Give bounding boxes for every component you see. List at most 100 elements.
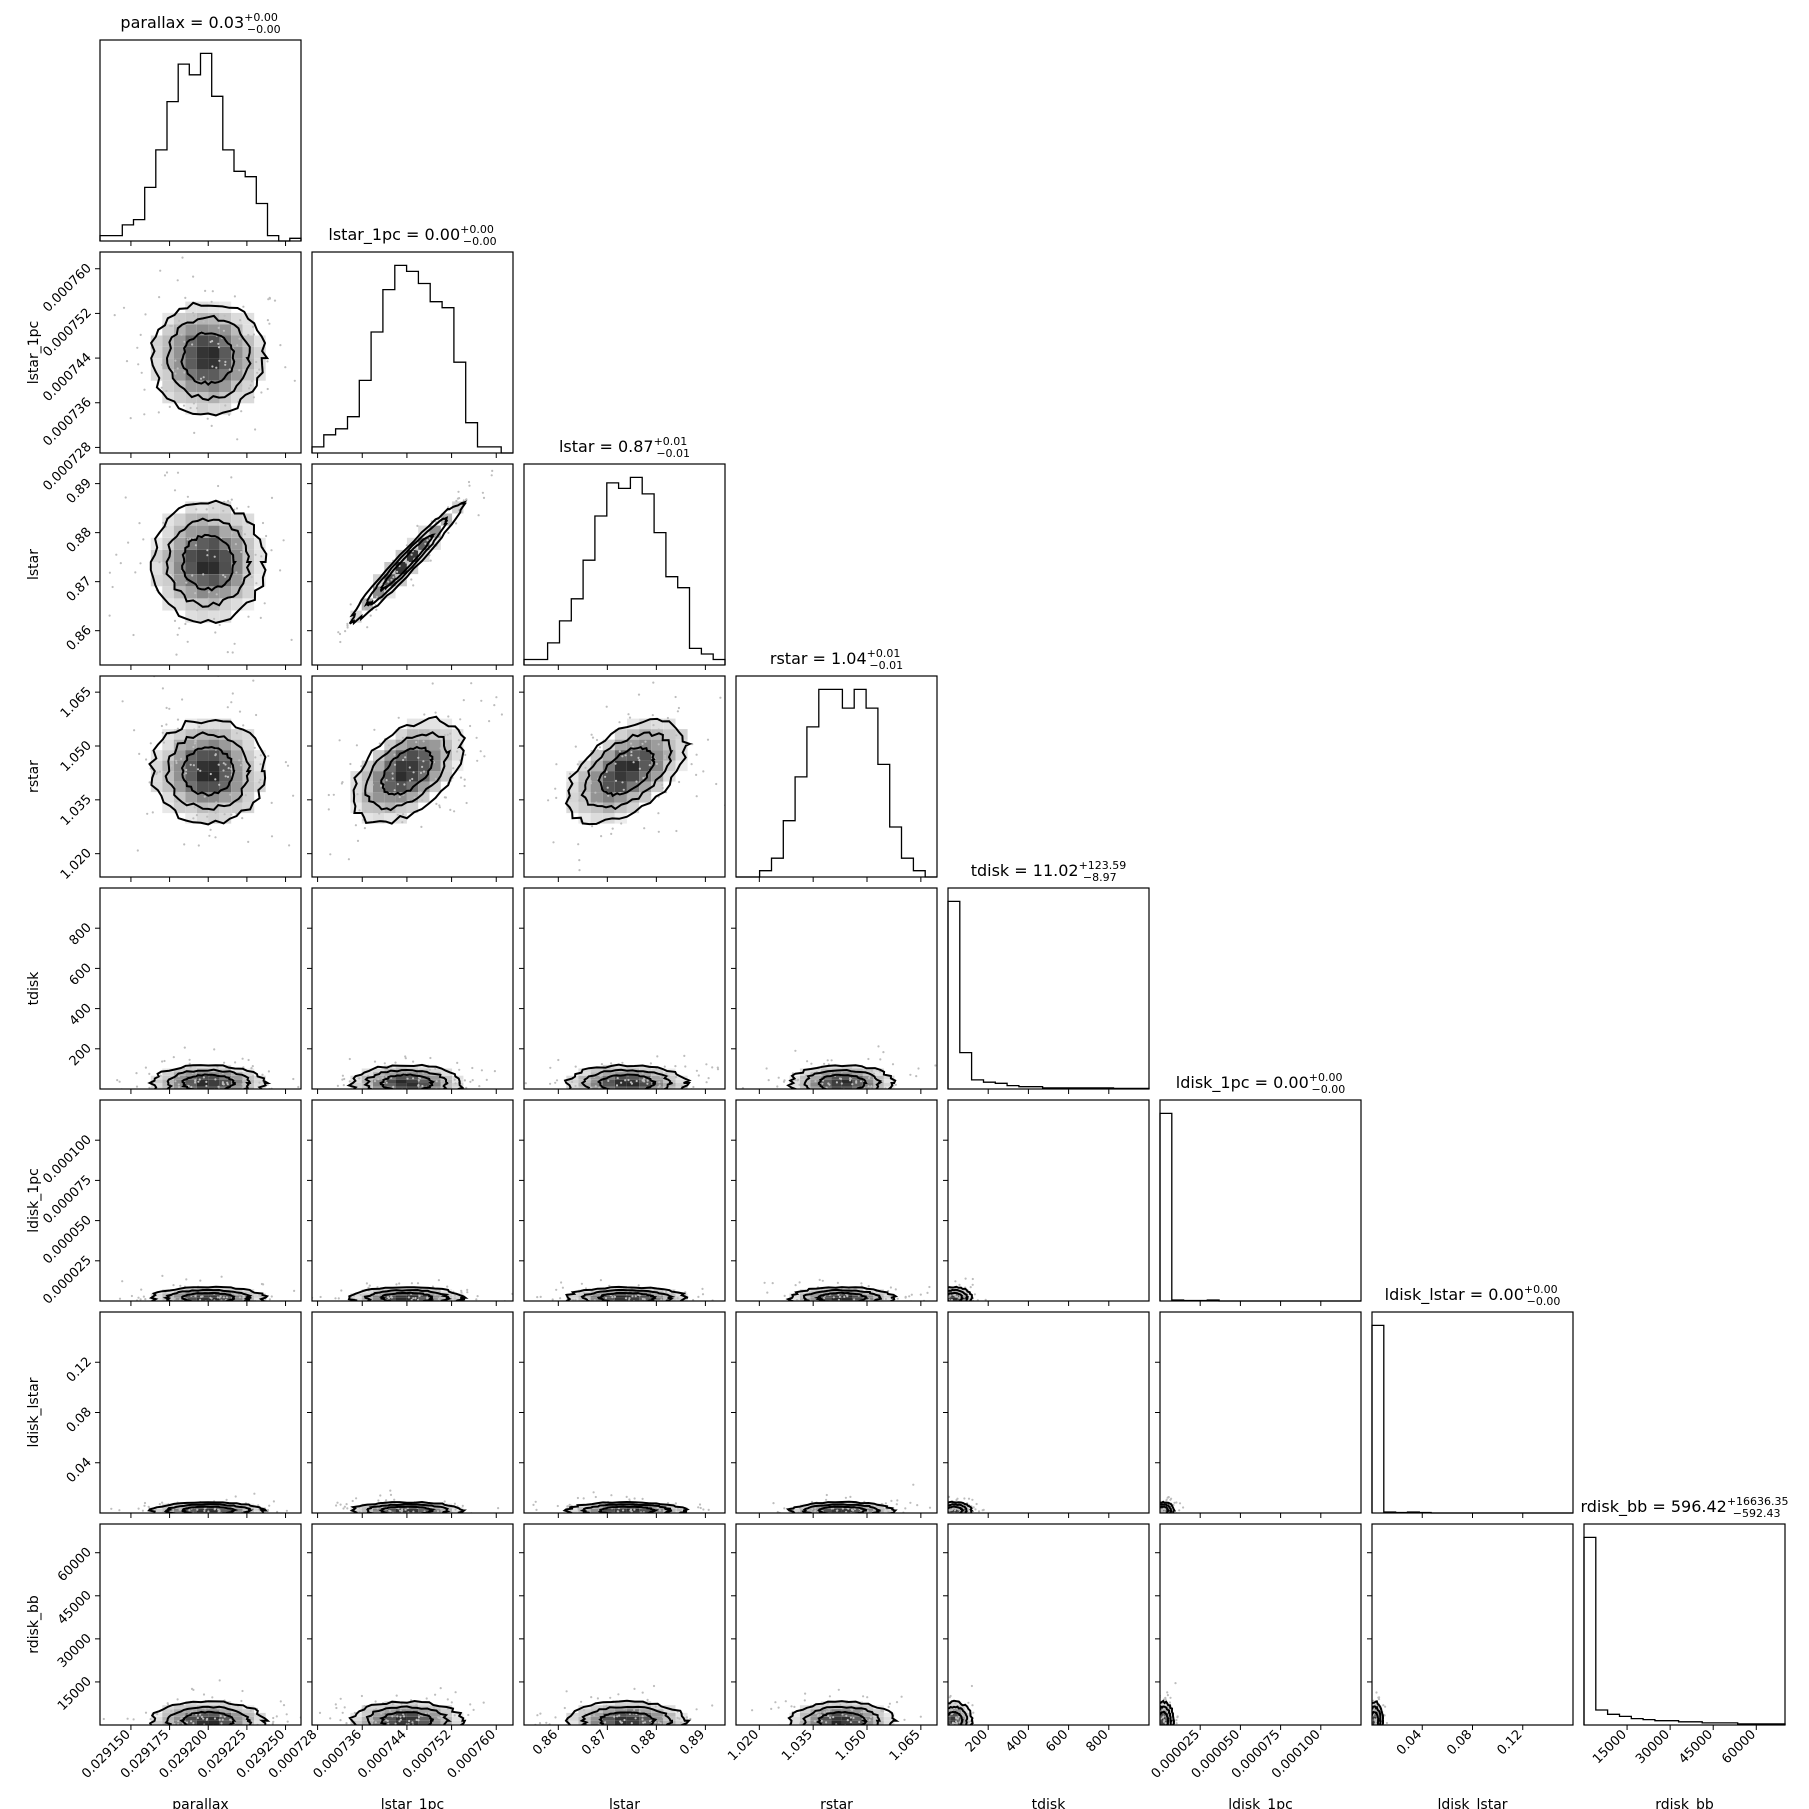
ytick-label-rdisk_bb: 15000 [55,1674,95,1714]
contour-level-1 [817,1505,868,1513]
xtick-label-rdisk_bb: 45000 [1676,1727,1716,1767]
contour-level-2 [165,314,252,402]
xtick-label-tdisk: 600 [1043,1727,1071,1755]
contour-level-2 [1160,1705,1173,1725]
contour-level-2 [363,1288,452,1301]
title-rdisk_bb: rdisk_bb = 596.42+16636.35 −592.43 [1580,1495,1788,1520]
xtick-label-ldisk_lstar: 0.04 [1394,1727,1425,1758]
panel-rstar-rstar: rstar = 1.04+0.01 −0.01 [735,647,938,882]
contour-level-3 [564,1699,692,1725]
contour-level-1 [597,1505,660,1513]
panel-frame [311,1311,514,1514]
panel-ldisk_lstar-rstar [731,1311,938,1518]
contour-level-2 [580,1068,673,1089]
panel-lstar_1pc-lstar_1pc: lstar_1pc = 0.00+0.00 −0.00 [311,223,514,458]
xtick-label-ldisk_lstar: 0.12 [1494,1727,1525,1758]
panel-frame [735,1311,938,1514]
contour-level-2 [1160,1503,1173,1513]
title-rstar: rstar = 1.04+0.01 −0.01 [770,647,903,672]
ytick-label-ldisk_lstar: 0.08 [64,1405,95,1436]
panel-frame [1371,1311,1574,1514]
panel-frame [99,1523,302,1726]
panel-ldisk_lstar-parallax: 0.04 0.08 0.12 [64,1311,302,1518]
histogram-ldisk_1pc [1159,1112,1361,1302]
contour-level-2 [801,1503,881,1513]
panel-tdisk-lstar_1pc [307,887,514,1094]
panel-frame [311,251,514,454]
ytick-label-lstar: 0.89 [64,476,95,507]
panel-frame [99,251,302,454]
panel-frame [1159,1311,1362,1514]
ytick-label-tdisk: 800 [67,920,95,948]
yaxis-label-ldisk_1pc: ldisk_1pc [26,1168,42,1233]
contour-level-2 [165,517,253,608]
yaxis-label-rstar: rstar [26,760,42,793]
contour-level-1 [813,1291,870,1301]
xtick-label-tdisk: 400 [1003,1727,1031,1755]
panel-ldisk_1pc-rstar [731,1099,938,1306]
contour-level-2 [948,1705,969,1725]
panel-frame [523,1099,726,1302]
contour-level-2 [364,731,452,812]
contour-level-3 [348,500,468,626]
panel-frame [311,1523,514,1726]
panel-rstar-lstar [519,675,726,882]
histogram-tdisk [947,900,1150,1090]
panel-ldisk_1pc-tdisk [943,1099,1150,1306]
contour-level-1 [180,745,236,797]
contour-level-1 [598,1711,658,1725]
contour-level-3 [346,1063,465,1089]
contour-level-1 [815,1710,868,1725]
panel-frame [311,463,514,666]
panel-frame [947,887,1150,1090]
panel-lstar-lstar_1pc [307,463,514,670]
contour-level-1 [181,1505,239,1513]
panel-frame [947,1099,1150,1302]
panel-frame [947,1523,1150,1726]
ytick-label-rdisk_bb: 60000 [55,1545,95,1585]
panel-frame [523,463,726,666]
panel-frame [947,1311,1150,1514]
panel-frame [99,887,302,1090]
xaxis-label-rdisk_bb: rdisk_bb [1655,1797,1714,1809]
xaxis-label-parallax: parallax [172,1797,228,1809]
contour-level-3 [786,1064,897,1089]
xtick-label-rstar: 1.065 [887,1727,924,1764]
contour-level-2 [365,1705,452,1725]
panel-tdisk-rstar [731,887,938,1094]
contour-level-2 [366,1503,451,1513]
ytick-label-rstar: 1.020 [58,846,95,883]
contour-level-2 [580,731,674,811]
yaxis-label-rdisk_bb: rdisk_bb [26,1595,42,1654]
contour-level-3 [787,1700,900,1725]
ytick-label-tdisk: 200 [67,1041,95,1069]
contour-level-2 [802,1705,881,1725]
panel-frame [311,887,514,1090]
yaxis-label-lstar_1pc: lstar_1pc [26,321,42,385]
contour-level-3 [563,1063,692,1089]
title-lstar_1pc: lstar_1pc = 0.00+0.00 −0.00 [328,223,496,248]
panel-rstar-parallax: 1.020 1.035 1.050 1.065 [58,675,302,883]
contour-level-3 [948,1285,974,1301]
contour-level-3 [148,1700,271,1725]
panel-frame [523,887,726,1090]
histogram-rstar [736,688,937,878]
panel-frame [523,675,726,878]
xaxis-label-tdisk: tdisk [1032,1797,1067,1809]
contour-level-1 [596,1291,658,1301]
contour-level-2 [948,1288,969,1301]
contour-level-2 [580,1288,676,1301]
histogram-lstar_1pc [311,264,513,454]
ytick-label-ldisk_lstar: 0.12 [64,1354,95,1385]
title-ldisk_lstar: ldisk_lstar = 0.00+0.00 −0.00 [1385,1283,1561,1308]
xtick-label-rdisk_bb: 60000 [1719,1727,1759,1767]
contour-level-2 [162,1288,253,1301]
contour-level-3 [564,717,693,826]
yaxis-label-tdisk: tdisk [26,971,42,1006]
contour-level-3 [147,1064,272,1089]
xtick-label-rstar: 1.035 [779,1727,816,1764]
panel-ldisk_lstar-lstar [519,1311,726,1518]
